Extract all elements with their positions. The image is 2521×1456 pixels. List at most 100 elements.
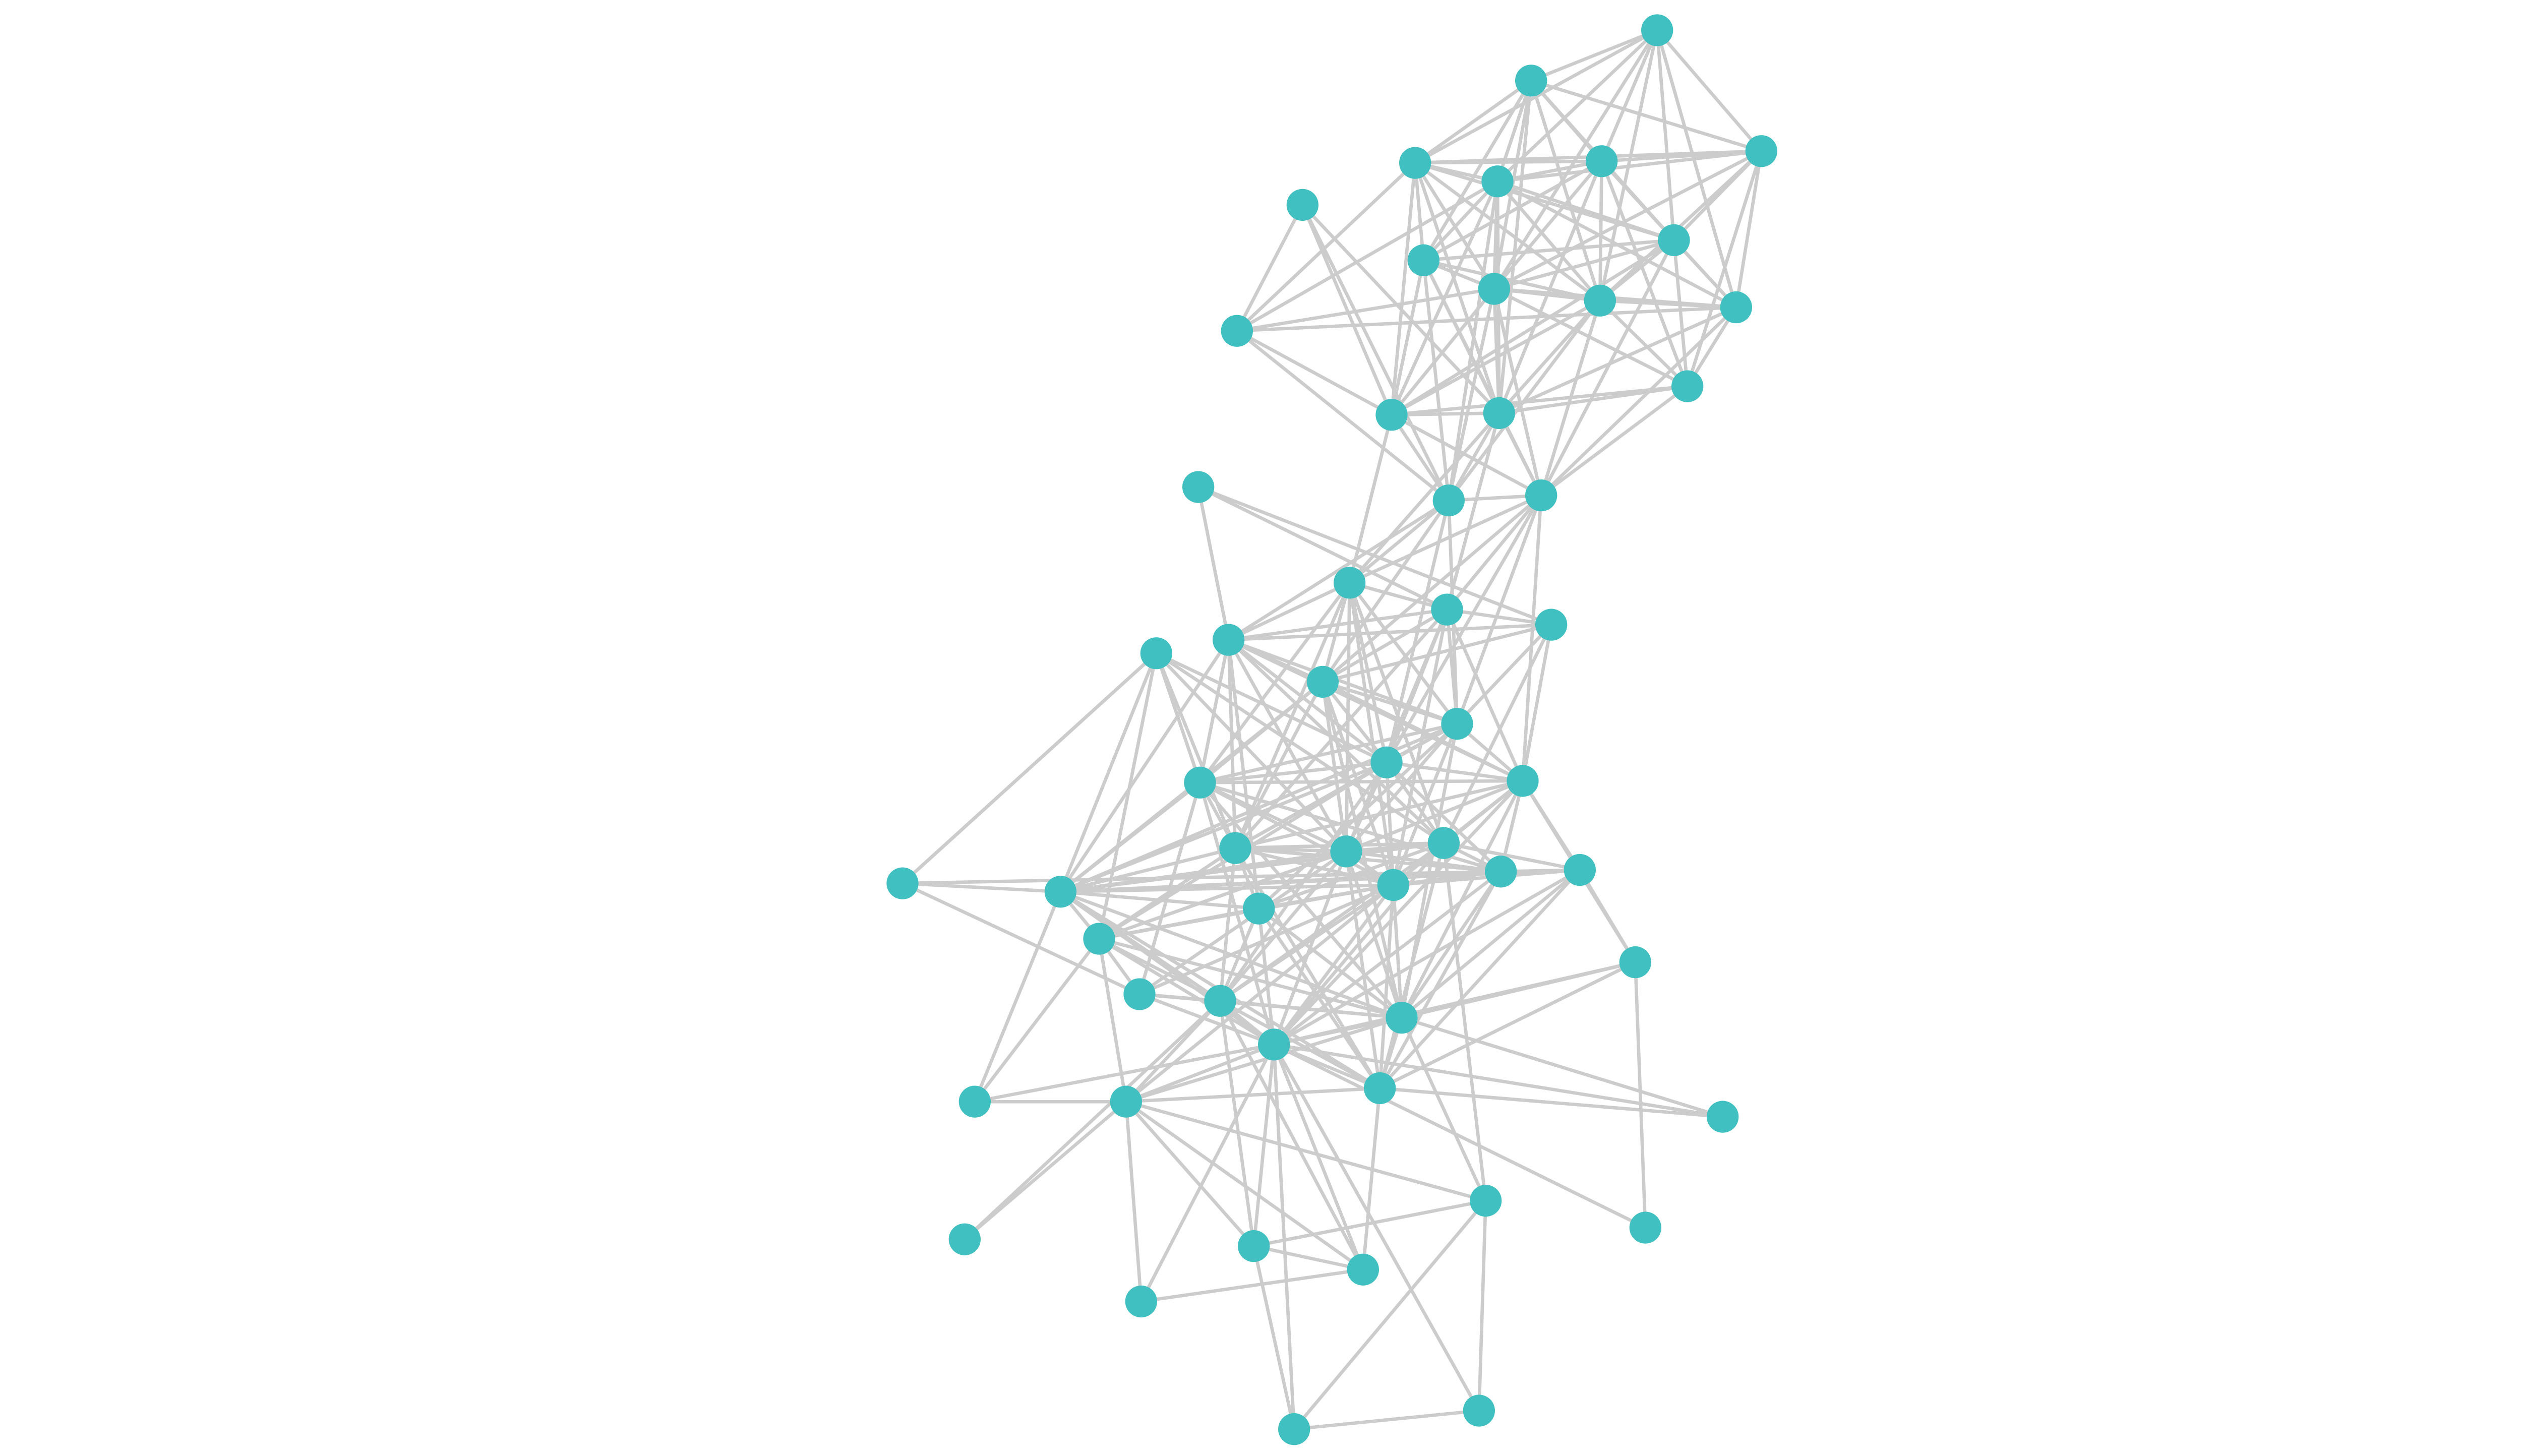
edge (1196, 487, 1230, 640)
edge (1414, 161, 1601, 302)
node (1470, 1185, 1502, 1217)
node (1564, 854, 1596, 886)
edge (1125, 1100, 1486, 1202)
edge (1301, 204, 1394, 416)
node (1485, 856, 1517, 888)
edge (1227, 640, 1237, 848)
edge (1197, 485, 1552, 627)
node (1334, 567, 1366, 599)
edge (1322, 680, 1458, 725)
node (1745, 135, 1777, 167)
node (1243, 892, 1275, 925)
edge (1477, 1200, 1487, 1411)
edge (1378, 869, 1581, 1089)
edge (1321, 681, 1388, 764)
edge (1345, 779, 1524, 853)
edge (1400, 1017, 1487, 1202)
edge (1497, 149, 1762, 184)
edge (1379, 1086, 1723, 1119)
edge (1447, 608, 1552, 627)
edge (1155, 652, 1348, 853)
edge (1656, 29, 1763, 152)
edge (1344, 582, 1351, 852)
edge (1236, 329, 1393, 416)
edge (1391, 411, 1499, 417)
edge (1530, 79, 1762, 153)
edge (1199, 779, 1523, 784)
edge (1218, 907, 1260, 1002)
node (1525, 479, 1557, 512)
edge (1442, 842, 1487, 1201)
edge (1540, 306, 1737, 497)
edge (974, 1043, 1275, 1104)
node (1238, 1230, 1270, 1262)
edge (1321, 582, 1351, 683)
node (1370, 746, 1403, 778)
node (1515, 65, 1547, 97)
edge (1198, 639, 1230, 783)
node (1432, 484, 1465, 517)
edge (1124, 1100, 1255, 1247)
node (1375, 399, 1408, 431)
edge (973, 891, 1062, 1103)
edge (1099, 937, 1402, 1019)
edge (1495, 80, 1533, 182)
edge (1447, 181, 1499, 501)
edge (1634, 962, 1647, 1228)
node (1219, 832, 1251, 864)
edge (1493, 238, 1674, 291)
edge (1391, 238, 1675, 416)
node (1720, 291, 1752, 324)
edge (1301, 204, 1451, 502)
node (1399, 147, 1431, 179)
edge (1530, 28, 1658, 82)
edge (1236, 161, 1416, 332)
edge (1197, 486, 1448, 612)
edge (1413, 162, 1501, 414)
node (1204, 985, 1236, 1017)
edge (1257, 722, 1459, 910)
edge (901, 652, 1158, 885)
edge (1540, 385, 1689, 497)
edge (1125, 1100, 1364, 1271)
node (1441, 708, 1473, 740)
node (1584, 284, 1616, 317)
edge (1294, 1409, 1479, 1431)
edge (1274, 1043, 1723, 1119)
node (1286, 189, 1318, 221)
edge (1497, 160, 1603, 414)
edge (1414, 79, 1532, 164)
edge (1293, 1199, 1487, 1430)
node (1110, 1085, 1142, 1118)
edge (1378, 885, 1395, 1088)
edge (1521, 495, 1543, 781)
node (1707, 1101, 1739, 1133)
edge (1378, 871, 1503, 1089)
edge (1348, 581, 1459, 725)
edge (1139, 1044, 1276, 1303)
edge (1391, 299, 1601, 416)
node (1481, 165, 1514, 198)
edge (1301, 204, 1500, 414)
edge (1257, 907, 1403, 1019)
nodes-layer (886, 14, 1777, 1445)
edge (1686, 150, 1763, 387)
edge (1390, 287, 1495, 416)
node (1507, 765, 1539, 797)
edge (902, 882, 1141, 996)
edge (1493, 149, 1762, 290)
edge (1138, 992, 1275, 1047)
edge (1199, 781, 1394, 887)
edge (1252, 1245, 1296, 1430)
edge (1219, 999, 1381, 1090)
edge (1498, 306, 1737, 415)
edge (1098, 937, 1275, 1046)
edge (1493, 287, 1689, 388)
edge (1349, 581, 1448, 612)
edge (1098, 846, 1236, 940)
edge (1361, 1088, 1382, 1270)
edge (902, 881, 1061, 894)
edge (1125, 1043, 1275, 1104)
edge (1348, 582, 1389, 763)
edge (1578, 869, 1637, 963)
